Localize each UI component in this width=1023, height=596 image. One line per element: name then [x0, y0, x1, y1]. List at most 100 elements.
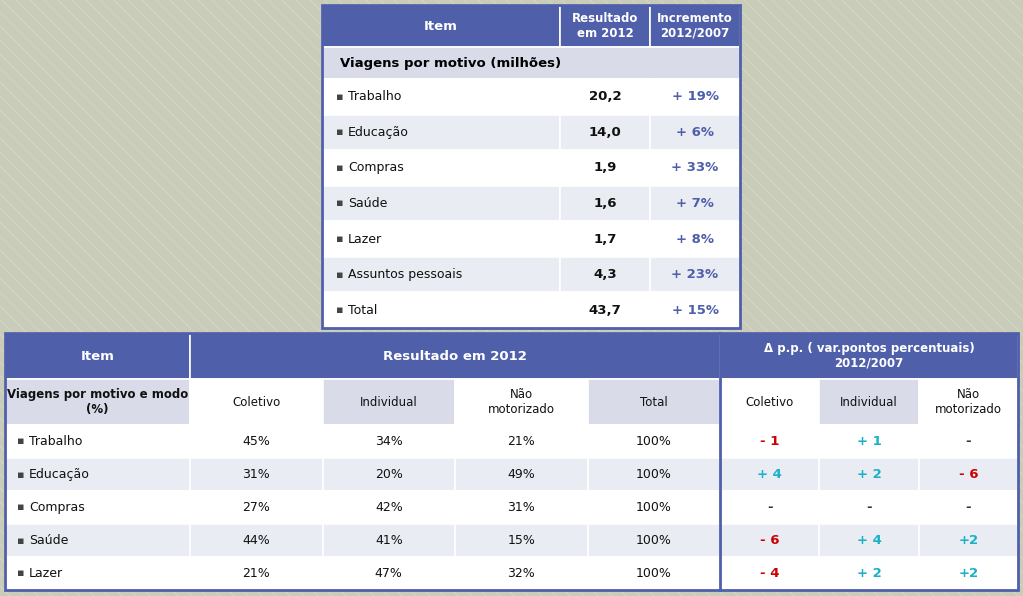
- Bar: [587, 557, 720, 590]
- Bar: [5, 425, 190, 458]
- Text: 1,6: 1,6: [593, 197, 617, 210]
- Bar: [5, 333, 1018, 590]
- Text: Lazer: Lazer: [348, 232, 383, 246]
- Text: + 15%: + 15%: [671, 304, 718, 316]
- Bar: [322, 5, 560, 47]
- Text: Coletivo: Coletivo: [746, 396, 794, 408]
- Text: 31%: 31%: [242, 468, 270, 481]
- Bar: [819, 458, 919, 491]
- Text: ▪: ▪: [336, 163, 344, 173]
- Bar: [650, 150, 740, 186]
- Text: 15%: 15%: [507, 534, 535, 547]
- Text: 34%: 34%: [374, 435, 403, 448]
- Text: Educação: Educação: [29, 468, 90, 481]
- Text: 43,7: 43,7: [588, 304, 621, 316]
- Bar: [560, 221, 650, 257]
- Text: -: -: [966, 501, 971, 514]
- Bar: [919, 557, 1018, 590]
- Bar: [455, 557, 587, 590]
- Bar: [587, 379, 720, 425]
- Bar: [819, 425, 919, 458]
- Bar: [819, 557, 919, 590]
- Text: Compras: Compras: [348, 162, 404, 175]
- Text: 45%: 45%: [242, 435, 270, 448]
- Bar: [190, 491, 322, 524]
- Text: 42%: 42%: [374, 501, 403, 514]
- Text: + 8%: + 8%: [676, 232, 714, 246]
- Text: Individual: Individual: [840, 396, 898, 408]
- Text: +2: +2: [959, 534, 978, 547]
- Bar: [322, 186, 560, 221]
- Text: 44%: 44%: [242, 534, 270, 547]
- Text: Δ p.p. ( var.pontos percentuais)
2012/2007: Δ p.p. ( var.pontos percentuais) 2012/20…: [763, 342, 974, 370]
- Text: + 23%: + 23%: [671, 268, 718, 281]
- Text: Saúde: Saúde: [29, 534, 69, 547]
- Bar: [650, 5, 740, 47]
- Bar: [560, 186, 650, 221]
- Text: + 19%: + 19%: [671, 90, 718, 103]
- Text: ▪: ▪: [336, 269, 344, 280]
- Bar: [919, 425, 1018, 458]
- Text: Incremento
2012/2007: Incremento 2012/2007: [657, 12, 732, 40]
- Bar: [560, 257, 650, 293]
- Text: ▪: ▪: [17, 436, 25, 446]
- Bar: [919, 491, 1018, 524]
- Bar: [919, 458, 1018, 491]
- Text: 1,9: 1,9: [593, 162, 617, 175]
- Text: Lazer: Lazer: [29, 567, 63, 580]
- Bar: [5, 524, 190, 557]
- Bar: [455, 379, 587, 425]
- Text: - 6: - 6: [959, 468, 978, 481]
- Text: ▪: ▪: [336, 305, 344, 315]
- Text: Assuntos pessoais: Assuntos pessoais: [348, 268, 462, 281]
- Text: 21%: 21%: [242, 567, 270, 580]
- Bar: [560, 114, 650, 150]
- Text: - 6: - 6: [760, 534, 780, 547]
- Text: ▪: ▪: [17, 535, 25, 545]
- Text: 100%: 100%: [636, 501, 672, 514]
- Bar: [5, 491, 190, 524]
- Text: + 7%: + 7%: [676, 197, 714, 210]
- Bar: [720, 379, 819, 425]
- Text: Item: Item: [81, 349, 115, 362]
- Text: + 1: + 1: [856, 435, 882, 448]
- Bar: [720, 524, 819, 557]
- Text: -: -: [866, 501, 872, 514]
- Text: 100%: 100%: [636, 534, 672, 547]
- Text: Total: Total: [639, 396, 668, 408]
- Text: + 4: + 4: [856, 534, 882, 547]
- Text: Viagens por motivo (milhões): Viagens por motivo (milhões): [340, 57, 562, 70]
- Bar: [455, 491, 587, 524]
- Text: 20%: 20%: [374, 468, 403, 481]
- Text: Compras: Compras: [29, 501, 85, 514]
- Text: Item: Item: [425, 20, 458, 33]
- Text: + 33%: + 33%: [671, 162, 718, 175]
- Bar: [322, 491, 455, 524]
- Text: Não
motorizado: Não motorizado: [935, 388, 1002, 416]
- Text: 21%: 21%: [507, 435, 535, 448]
- Bar: [587, 425, 720, 458]
- Text: 14,0: 14,0: [588, 126, 621, 139]
- Bar: [587, 491, 720, 524]
- Bar: [190, 333, 720, 379]
- Bar: [819, 379, 919, 425]
- Bar: [322, 524, 455, 557]
- Text: 100%: 100%: [636, 468, 672, 481]
- Bar: [650, 293, 740, 328]
- Text: Resultado em 2012: Resultado em 2012: [383, 349, 527, 362]
- Bar: [819, 524, 919, 557]
- Bar: [650, 186, 740, 221]
- Text: + 4: + 4: [757, 468, 783, 481]
- Bar: [322, 458, 455, 491]
- Bar: [5, 458, 190, 491]
- Bar: [560, 293, 650, 328]
- Text: ▪: ▪: [17, 470, 25, 480]
- Bar: [190, 557, 322, 590]
- Bar: [650, 257, 740, 293]
- Text: 47%: 47%: [374, 567, 403, 580]
- Text: - 1: - 1: [760, 435, 780, 448]
- Bar: [322, 5, 740, 328]
- Text: Coletivo: Coletivo: [232, 396, 280, 408]
- Text: + 2: + 2: [856, 567, 882, 580]
- Bar: [650, 114, 740, 150]
